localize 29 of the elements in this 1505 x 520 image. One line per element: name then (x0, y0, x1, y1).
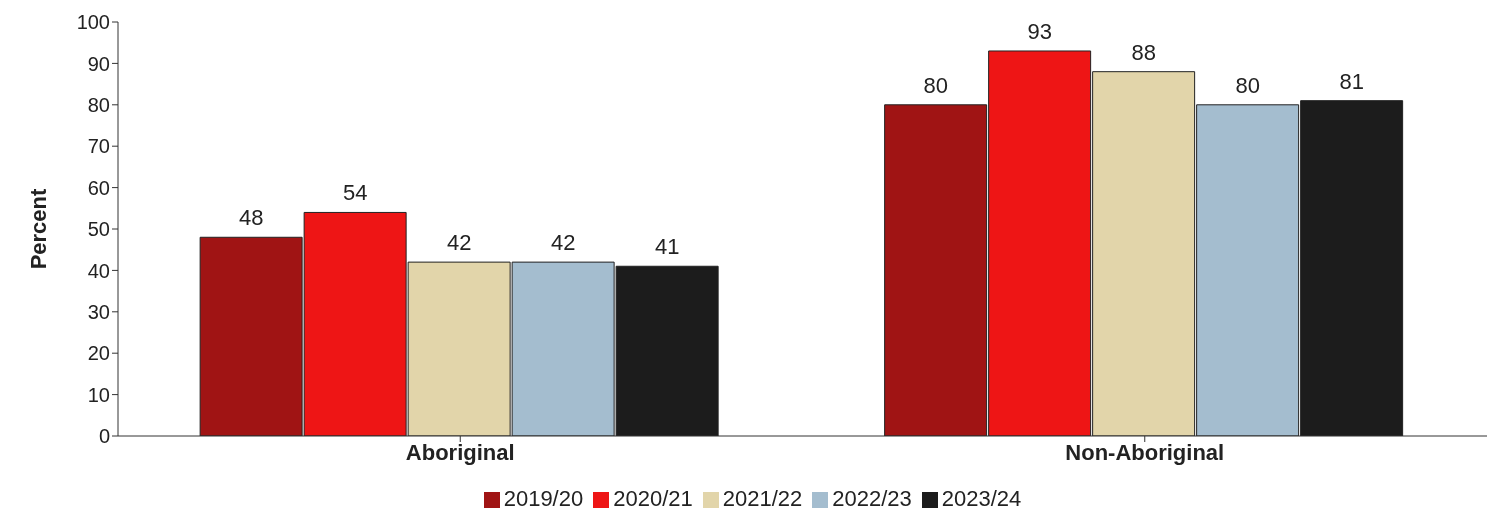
y-tick-label: 90 (87, 52, 110, 75)
data-label: 93 (1027, 18, 1052, 44)
y-tick-label: 30 (87, 300, 110, 323)
data-label: 80 (923, 72, 948, 98)
data-label: 88 (1131, 39, 1156, 65)
y-tick-label: 50 (87, 218, 110, 241)
legend-label: 2020/21 (613, 486, 693, 511)
y-tick-label: 0 (98, 425, 110, 448)
y-tick-label: 40 (87, 259, 110, 282)
y-tick-label: 70 (87, 135, 110, 158)
legend-label: 2023/24 (941, 486, 1022, 511)
data-label: 42 (550, 230, 576, 256)
y-tick-label: 20 (87, 342, 110, 365)
legend-label: 2019/20 (503, 486, 584, 511)
y-tick-label: 10 (87, 383, 110, 406)
x-tick-label: Non-Aboriginal (1065, 439, 1225, 465)
data-label: 42 (446, 230, 472, 256)
data-label: 48 (238, 205, 264, 231)
data-label: 41 (654, 234, 680, 260)
data-label: 80 (1235, 72, 1260, 98)
legend-label: 2022/23 (832, 486, 912, 511)
legend-label: 2021/22 (722, 486, 803, 511)
data-label: 81 (1339, 68, 1364, 94)
data-label: 54 (342, 180, 368, 206)
y-tick-label: 80 (87, 93, 110, 116)
y-tick-label: 100 (76, 11, 110, 34)
y-tick-label: 60 (87, 176, 110, 199)
x-tick-label: Aboriginal (405, 439, 515, 465)
y-axis-title: Percent (25, 187, 51, 270)
